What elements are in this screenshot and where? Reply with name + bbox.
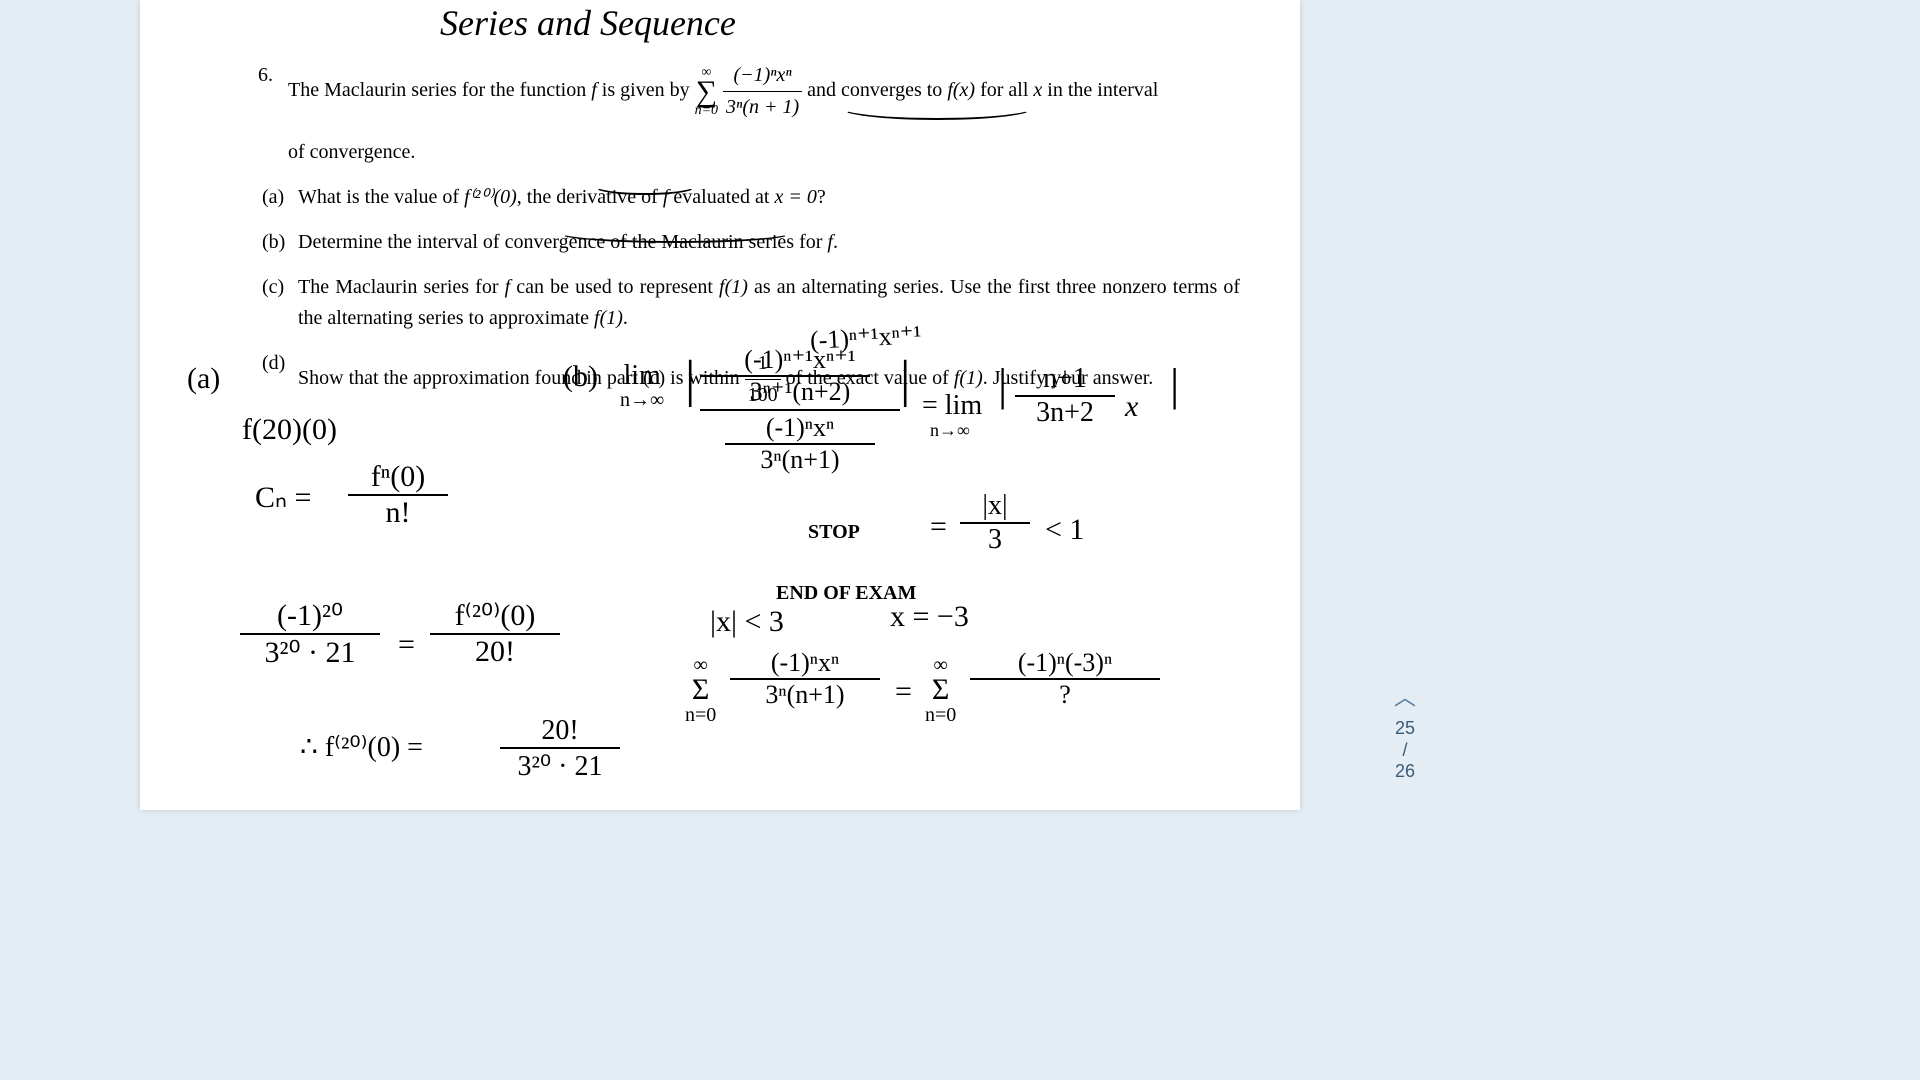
hand-therefore: ∴ f⁽²⁰⁾(0) = [300, 730, 423, 764]
t: 3ⁿ(n + 1) [723, 92, 802, 123]
hand-sum3: ∞ Σ n=0 [925, 655, 956, 725]
t: n=0 [925, 705, 956, 725]
t: (a) [262, 182, 284, 213]
t: n=0 [695, 103, 718, 118]
t: (-1)ⁿ(-3)ⁿ [970, 648, 1160, 678]
t: f⁽²⁰⁾(0) [464, 186, 517, 208]
series-frac: (−1)ⁿxⁿ 3ⁿ(n + 1) [723, 60, 802, 123]
t: 3²⁰ · 21 [240, 635, 380, 670]
page-sep: / [1402, 740, 1407, 760]
hand-lim: lim n→∞ [620, 362, 664, 410]
hand-underline-2 [593, 177, 697, 195]
t: x = 0 [774, 186, 816, 208]
t: 20! [430, 635, 560, 669]
hand-sum2: ∞ Σ n=0 [685, 655, 716, 725]
hand-ratio: (-1)ⁿ⁺¹xⁿ⁺¹ 3ⁿ⁺¹(n+2) (-1)ⁿxⁿ 3ⁿ(n+1) [700, 345, 900, 475]
t: n→∞ [620, 390, 664, 410]
t: ∞ [925, 655, 956, 675]
hand-eq3: = [930, 510, 947, 544]
abs-bar-r: | [900, 350, 910, 409]
hand-result-frac: |x| 3 [960, 490, 1030, 556]
page-total: 26 [1395, 761, 1415, 781]
hand-cn: Cₙ = [255, 480, 311, 515]
t: The Maclaurin series for the function [288, 79, 591, 101]
hand-underline-1 [840, 96, 1034, 120]
hand-label-b: (b) [563, 360, 598, 394]
t: x [1033, 79, 1042, 101]
t: n+1 [1015, 363, 1115, 395]
sigma: ∑ [695, 80, 718, 104]
t: (c) [262, 272, 284, 303]
hand-ntoinf2: n→∞ [930, 420, 970, 441]
t: ? [817, 186, 826, 208]
t: (-1)ⁿxⁿ [700, 413, 900, 443]
hand-lt1: < 1 [1045, 513, 1084, 547]
summation: ∞ ∑ n=0 [695, 66, 718, 118]
t: in the interval [1042, 79, 1158, 101]
t: of convergence. [288, 137, 1240, 168]
t: 3n+2 [1015, 397, 1115, 429]
stop-label: STOP [808, 517, 860, 548]
problem-number: 6. [258, 60, 273, 91]
t: 3 [960, 524, 1030, 556]
hand-label-a: (a) [187, 362, 220, 396]
t: n=0 [685, 705, 716, 725]
page-indicator: ︿ 25 / 26 [1380, 680, 1430, 783]
hand-absx3: |x| < 3 [710, 605, 784, 639]
hand-xm3: x = −3 [890, 600, 969, 634]
t: f(1) [719, 276, 748, 298]
part-c: (c) The Maclaurin series for f can be us… [298, 272, 1240, 334]
hand-underline-3 [558, 223, 792, 243]
abs-bar-l2: | [998, 358, 1007, 411]
hand-final-frac: 20! 3²⁰ · 21 [500, 715, 620, 783]
page-current: 25 [1395, 718, 1415, 738]
hand-rhs-frac: f⁽²⁰⁾(0) 20! [430, 598, 560, 669]
t: f(1) [594, 307, 623, 329]
hand-simp-frac: n+1 3n+2 [1015, 363, 1115, 429]
t: The Maclaurin series for [298, 276, 505, 298]
t: 3ⁿ(n+1) [730, 680, 880, 710]
t: f(1) [954, 367, 983, 389]
t: 3ⁿ(n+1) [700, 445, 900, 475]
t: What is the value of [298, 186, 464, 208]
exam-page: Series and Sequence 6. The Maclaurin ser… [140, 0, 1300, 810]
t: n! [348, 496, 448, 530]
t: . [833, 231, 838, 253]
t: (b) [262, 227, 285, 258]
hand-eq1: = [398, 628, 415, 662]
hand-test2-frac: (-1)ⁿ(-3)ⁿ ? [970, 648, 1160, 710]
t: (-1)²⁰ [240, 598, 380, 633]
t: f⁽²⁰⁾(0) [430, 598, 560, 633]
hand-title: Series and Sequence [440, 2, 736, 44]
t: is given by [597, 79, 695, 101]
abs-bar-l: | [685, 350, 695, 409]
t: can be used to represent [510, 276, 719, 298]
hand-test-frac: (-1)ⁿxⁿ 3ⁿ(n+1) [730, 648, 880, 710]
page-up-icon[interactable]: ︿ [1380, 680, 1430, 712]
t: lim [620, 362, 664, 390]
t: 20! [500, 715, 620, 747]
t: (-1)ⁿxⁿ [730, 648, 880, 678]
t: 3ⁿ⁺¹(n+2) [700, 377, 900, 407]
hand-f20: f(20)(0) [242, 413, 337, 447]
hand-eq4: = [895, 675, 912, 709]
t: |x| [960, 490, 1030, 522]
hand-lhs-frac: (-1)²⁰ 3²⁰ · 21 [240, 598, 380, 670]
hand-cn-frac: fⁿ(0) n! [348, 460, 448, 530]
abs-bar-r2: | [1170, 358, 1179, 411]
t: (-1)ⁿ⁺¹xⁿ⁺¹ [700, 345, 900, 375]
t: fⁿ(0) [348, 460, 448, 494]
problem-stem: 6. The Maclaurin series for the function… [288, 60, 1240, 168]
part-a: (a) What is the value of f⁽²⁰⁾(0), the d… [298, 182, 1240, 213]
hand-eq2: = lim [922, 390, 982, 422]
t: (−1)ⁿxⁿ [723, 60, 802, 92]
t: . [623, 307, 628, 329]
hand-x: x [1125, 390, 1138, 424]
t: ? [970, 680, 1160, 710]
t: (d) [262, 348, 285, 379]
t: ∞ [685, 655, 716, 675]
t: Show that the approximation found in par… [298, 367, 745, 389]
t: 3²⁰ · 21 [500, 749, 620, 783]
